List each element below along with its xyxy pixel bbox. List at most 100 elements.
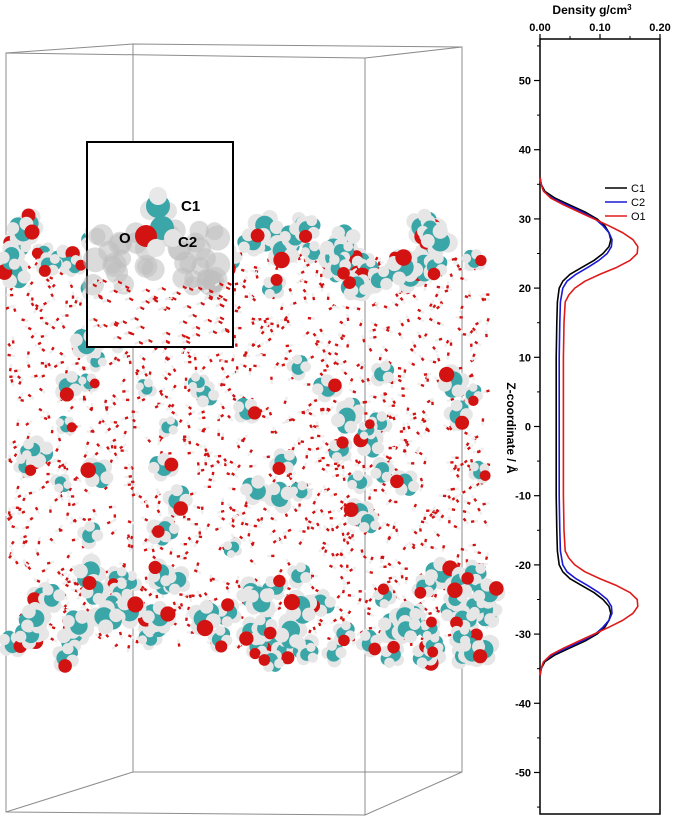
water-bond-h [56,362,62,367]
water-bond-o [71,538,76,542]
water-bond-o [66,512,70,517]
water-bond-o [236,444,241,449]
water-bond-o [151,548,155,553]
water-bond-h [224,389,229,394]
water-bond-h [140,500,145,505]
water-bond-h [4,513,10,517]
water-bond-o [362,400,367,404]
water-bond-h [446,281,450,286]
water-bond-h [474,519,479,523]
water-bond-h [15,449,20,455]
water-bond-o [112,438,117,443]
water-bond-h [170,364,175,370]
water-bond-o [225,586,229,590]
water-bond-o [371,303,376,307]
water-bond-o [221,405,225,410]
water-bond-o [312,332,317,337]
water-bond-o [265,406,270,411]
water-bond-o [287,528,292,533]
water-bond-h [433,546,438,551]
water-bond-o [112,401,117,406]
water-bond-o [213,597,218,601]
water-bond-o [46,561,51,565]
water-bond-h [85,405,91,410]
water-bond-h [340,528,344,534]
water-bond-o [411,362,416,367]
water-bond-o [252,297,257,302]
water-bond-o [27,393,32,398]
water-bond-o [412,294,417,299]
y-tick-label: 40 [519,145,531,157]
water-bond-o [319,372,324,377]
water-bond-h [310,448,316,453]
water-bond-o [385,455,390,459]
water-bond-o [301,410,306,414]
water-bond-h [287,322,292,328]
water-bond-h [356,631,361,637]
water-bond-h [400,367,406,371]
water-bond-h [59,524,64,530]
water-bond-o [172,368,177,373]
water-bond-h [371,583,376,589]
water-bond-h [419,487,423,492]
water-bond-h [70,588,76,592]
water-bond-h [438,516,443,522]
water-bond-h [291,505,296,510]
water-bond-o [121,378,126,383]
water-bond-o [315,269,319,274]
water-bond-h [423,430,428,435]
water-bond-o [397,374,402,378]
water-bond-o [445,339,450,344]
water-bond-o [51,346,55,351]
water-bond-h [297,410,303,414]
water-bond-o [136,396,141,400]
water-bond-o [346,344,350,348]
water-bond-h [300,278,305,283]
water-bond-o [341,532,345,537]
water-bond-o [312,500,317,505]
water-bond-o [346,531,350,536]
water-bond-o [395,293,399,298]
water-bond-h [351,530,355,535]
water-bond-h [330,350,336,355]
water-bond-h [394,558,399,563]
water-bond-o [244,522,249,526]
water-bond-o [196,505,201,510]
water-bond-h [341,505,346,511]
water-bond-o [18,381,22,385]
water-bond-o [104,399,108,404]
water-bond-h [404,452,408,457]
water-bond-h [190,450,195,455]
water-bond-h [356,600,361,606]
water-bond-o [25,561,30,566]
water-bond-h [273,518,278,522]
water-bond-h [157,403,163,408]
water-bond-h [10,354,15,358]
water-bond-h [9,345,14,351]
water-bond-h [23,493,28,499]
water-bond-o [25,525,30,529]
water-bond-h [64,595,69,601]
water-bond-h [141,540,147,546]
water-bond-h [324,449,329,455]
water-bond-h [469,443,474,449]
water-bond-h [17,511,23,516]
water-bond-o [55,448,59,452]
water-bond-h [235,441,240,446]
y-tick-label: 50 [519,76,531,88]
water-bond-o [49,537,54,542]
water-bond-h [75,296,80,301]
water-bond-o [26,435,30,440]
water-bond-o [308,629,312,634]
water-bond-h [428,359,434,363]
water-bond-o [394,302,399,307]
water-bond-o [159,546,164,551]
water-bond-o [451,508,456,512]
water-bond-o [47,415,51,419]
water-bond-h [247,523,253,527]
water-bond-h [405,421,410,427]
water-bond-h [270,475,275,481]
water-bond-o [286,474,291,478]
water-bond-h [56,399,62,404]
water-bond-h [138,354,144,359]
